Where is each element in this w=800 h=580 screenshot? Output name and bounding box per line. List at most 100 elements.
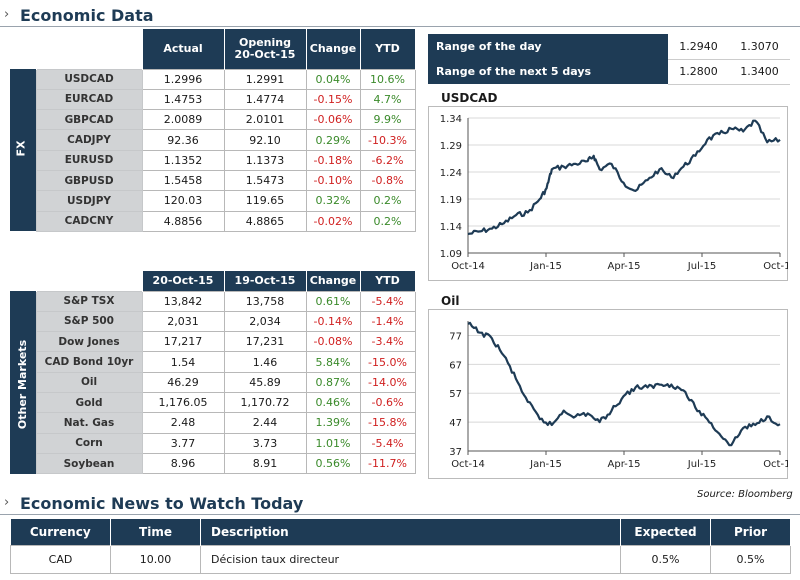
range-low: 1.2800 xyxy=(668,59,729,85)
markets-side-band xyxy=(10,392,36,413)
markets-table: 20-Oct-15 19-Oct-15 Change YTD S&P TSX 13… xyxy=(10,271,416,475)
markets-value-2: 17,231 xyxy=(223,331,307,353)
markets-ytd: -14.0% xyxy=(359,371,416,393)
fx-side-label: FX xyxy=(14,140,28,157)
range-label: Range of the day xyxy=(428,34,668,59)
news-description: Décision taux directeur xyxy=(200,544,621,574)
fx-change: 0.04% xyxy=(305,68,361,90)
fx-change: -0.10% xyxy=(305,169,361,192)
y-tick-label: 57 xyxy=(449,389,462,400)
news-time: 10.00 xyxy=(110,544,201,574)
mk-col-date2: 19-Oct-15 xyxy=(224,271,307,291)
markets-row: Gold 1,176.05 1,170.72 0.46% -0.6% xyxy=(10,391,416,414)
fx-value-1: 2.0089 xyxy=(141,109,225,131)
markets-row: Soybean 8.96 8.91 0.56% -11.7% xyxy=(10,452,416,475)
markets-value-2: 1,170.72 xyxy=(223,391,307,414)
fx-value-2: 1.5473 xyxy=(223,169,307,192)
markets-row: Oil 46.29 45.89 0.87% -14.0% xyxy=(10,371,416,393)
fx-value-1: 1.2996 xyxy=(141,68,225,90)
fx-row-label: CADCNY xyxy=(35,210,143,232)
markets-value-1: 8.96 xyxy=(141,452,225,475)
fx-value-1: 1.4753 xyxy=(141,88,225,111)
markets-side-band xyxy=(10,453,36,474)
markets-ytd: -3.4% xyxy=(359,331,416,353)
x-tick-label: Jan-15 xyxy=(529,261,562,272)
markets-change: 1.01% xyxy=(305,432,361,454)
mk-col-ytd: YTD xyxy=(360,271,416,291)
markets-value-2: 45.89 xyxy=(223,371,307,393)
fx-side-band xyxy=(10,129,36,151)
x-tick-label: Oct-15 xyxy=(763,459,788,470)
markets-row-label: Nat. Gas xyxy=(35,412,143,434)
markets-row-label: Soybean xyxy=(35,452,143,475)
markets-change: 0.56% xyxy=(305,452,361,475)
news-currency: CAD xyxy=(10,544,111,574)
news-col-prior: Prior xyxy=(710,519,791,545)
markets-row: S&P 500 2,031 2,034 -0.14% -1.4% xyxy=(10,310,416,333)
markets-value-1: 13,842 xyxy=(141,290,225,312)
fx-row: EURCAD 1.4753 1.4774 -0.15% 4.7% xyxy=(10,88,416,111)
markets-side-band xyxy=(10,331,36,352)
fx-value-2: 2.0101 xyxy=(223,109,307,131)
markets-change: -0.14% xyxy=(305,310,361,333)
x-tick-label: Jan-15 xyxy=(529,459,562,470)
markets-row-label: S&P 500 xyxy=(35,310,143,333)
markets-side-band xyxy=(10,372,36,393)
markets-value-1: 17,217 xyxy=(141,331,225,353)
range-row: Range of the next 5 days 1.2800 1.3400 xyxy=(428,59,790,85)
markets-row: Corn 3.77 3.73 1.01% -5.4% xyxy=(10,432,416,454)
fx-row: CADCNY 4.8856 4.8865 -0.02% 0.2% xyxy=(10,210,416,232)
y-tick-label: 1.09 xyxy=(440,249,462,260)
section-title: Economic News to Watch Today xyxy=(20,494,304,513)
x-tick-label: Oct-15 xyxy=(763,261,788,272)
fx-value-2: 4.8865 xyxy=(223,210,307,232)
fx-side-band xyxy=(10,190,36,212)
fx-side-band xyxy=(10,211,36,232)
fx-row: EURUSD 1.1352 1.1373 -0.18% -6.2% xyxy=(10,149,416,171)
markets-value-2: 1.46 xyxy=(223,351,307,373)
news-col-time: Time xyxy=(110,519,201,545)
x-tick-label: Apr-15 xyxy=(608,261,641,272)
oil-chart-title: Oil xyxy=(441,294,460,308)
x-tick-label: Jul-15 xyxy=(687,261,716,272)
fx-value-1: 120.03 xyxy=(141,190,225,212)
x-tick-label: Apr-15 xyxy=(608,459,641,470)
markets-value-2: 3.73 xyxy=(223,432,307,454)
markets-side-band xyxy=(10,291,36,312)
markets-ytd: -5.4% xyxy=(359,290,416,312)
markets-row-label: Oil xyxy=(35,371,143,393)
range-high: 1.3400 xyxy=(729,59,790,85)
markets-change: -0.08% xyxy=(305,331,361,353)
fx-ytd: 0.2% xyxy=(359,210,416,232)
source-note: Source: Bloomberg xyxy=(697,489,793,500)
fx-row: USDCAD 1.2996 1.2991 0.04% 10.6% xyxy=(10,68,416,90)
fx-change: 0.32% xyxy=(305,190,361,212)
markets-row: Dow Jones 17,217 17,231 -0.08% -3.4% xyxy=(10,331,416,353)
fx-row-label: EURCAD xyxy=(35,88,143,111)
fx-row-label: USDCAD xyxy=(35,68,143,90)
y-tick-label: 37 xyxy=(449,447,462,458)
x-tick-label: Oct-14 xyxy=(451,459,485,470)
series-line xyxy=(467,321,781,447)
markets-value-2: 2,034 xyxy=(223,310,307,333)
fx-change: -0.18% xyxy=(305,149,361,171)
news-expected: 0.5% xyxy=(620,544,711,574)
fx-row-label: GBPUSD xyxy=(35,169,143,192)
y-tick-label: 1.34 xyxy=(440,114,462,125)
fx-ytd: -10.3% xyxy=(359,129,416,151)
markets-ytd: -0.6% xyxy=(359,391,416,414)
y-tick-label: 47 xyxy=(449,418,462,429)
fx-value-2: 92.10 xyxy=(223,129,307,151)
fx-row-label: GBPCAD xyxy=(35,109,143,131)
chart-frame xyxy=(428,106,788,281)
markets-value-1: 3.77 xyxy=(141,432,225,454)
chevron-right-icon: › xyxy=(4,7,10,22)
fx-value-1: 1.1352 xyxy=(141,149,225,171)
markets-value-1: 1.54 xyxy=(141,351,225,373)
news-header: › Economic News to Watch Today xyxy=(0,491,800,515)
news-col-expected: Expected xyxy=(620,519,711,545)
markets-value-1: 2,031 xyxy=(141,310,225,333)
fx-row: GBPUSD 1.5458 1.5473 -0.10% -0.8% xyxy=(10,169,416,192)
mk-col-change: Change xyxy=(306,271,361,291)
